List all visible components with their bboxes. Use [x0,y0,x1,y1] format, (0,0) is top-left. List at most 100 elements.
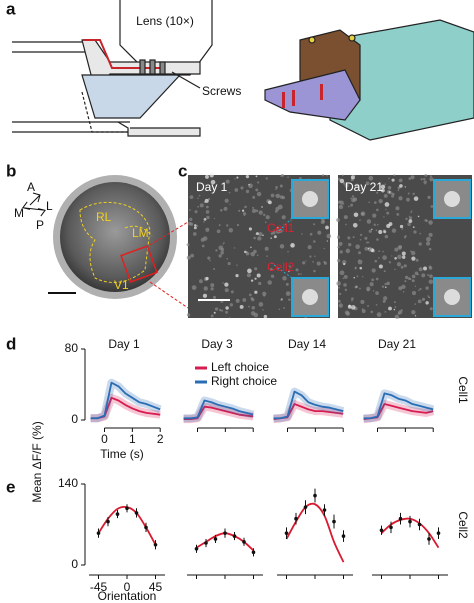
speckle [280,298,283,301]
speckle [393,301,396,304]
speckle [367,247,370,250]
speckle [265,177,268,180]
speckle [372,213,377,218]
speckle [407,222,411,227]
speckle [344,183,349,188]
speckle [273,229,276,231]
speckle [347,205,350,208]
image-day: Day 1 [196,180,228,194]
speckle [226,224,229,227]
speckle [244,205,247,209]
speckle [378,250,381,253]
y-tick-label: 0 [71,557,78,571]
speckle [281,215,286,220]
speckle [235,274,239,278]
speckle [428,279,434,284]
speckle [359,287,361,290]
speckle [373,201,377,204]
speckle [371,278,375,282]
speckle [375,304,378,306]
speckle [364,246,369,251]
speckle [253,312,259,318]
speckle [264,246,269,251]
speckle [428,296,430,298]
speckle [410,250,412,253]
speckle [255,232,259,236]
speckle [421,297,426,301]
data-point [322,508,327,512]
speckle [376,191,379,194]
speckle [393,174,396,177]
speckle [408,215,411,217]
speckle [383,270,386,273]
speckle [250,279,254,282]
speckle [423,180,427,184]
speckle [198,194,201,197]
speckle [233,247,236,249]
speckle [355,244,360,250]
speckle [374,259,378,263]
legend-label: Right choice [211,374,277,388]
speckle [418,289,420,292]
trace [273,390,344,420]
data-point [144,525,148,530]
speckle [352,236,355,239]
speckle [199,203,204,208]
speckle [384,310,387,313]
speckle [401,251,406,256]
speckle [270,274,275,278]
speckle [280,173,284,177]
speckle [225,306,229,310]
speckle [394,247,399,252]
speckle [368,201,370,204]
speckle [263,213,266,217]
speckle [197,189,200,192]
panel-label: c [178,161,187,180]
data-point [96,531,101,535]
x-tick-label: -45 [90,580,108,594]
speckle [366,241,369,244]
speckle [262,309,264,311]
data-point [398,516,403,521]
speckle [290,243,295,248]
speckle [411,291,417,296]
speckle [426,236,431,242]
speckle [227,261,231,266]
speckle [417,215,420,218]
speckle [276,226,279,230]
speckle [404,235,407,238]
speckle [262,291,267,296]
speckle [343,283,347,287]
speckle [386,211,390,215]
speckle [339,178,345,184]
speckle [376,312,382,317]
speckle [428,247,432,251]
trace [183,399,254,420]
speckle [251,305,256,310]
speckle [275,194,277,197]
fit-curve [285,502,345,563]
speckle [350,197,352,200]
speckle [218,254,222,258]
day-title: Day 14 [288,337,326,351]
x-tick-label: 0 [101,432,108,446]
speckle [386,223,391,229]
speckle [428,265,432,269]
speckle [321,174,325,177]
data-point [106,519,110,524]
speckle [186,255,191,260]
speckle [426,241,431,246]
speckle [391,194,395,198]
speckle [376,208,379,212]
speckle [252,208,257,213]
speckle [384,202,390,207]
fit-curve [97,505,157,546]
speckle [301,233,303,235]
speckle [226,257,229,260]
area-label: RL [96,210,112,224]
speckle [427,195,431,199]
speckle [360,233,363,236]
speckle [424,173,428,177]
y-tick-label: 80 [65,341,79,355]
speckle [285,291,291,296]
